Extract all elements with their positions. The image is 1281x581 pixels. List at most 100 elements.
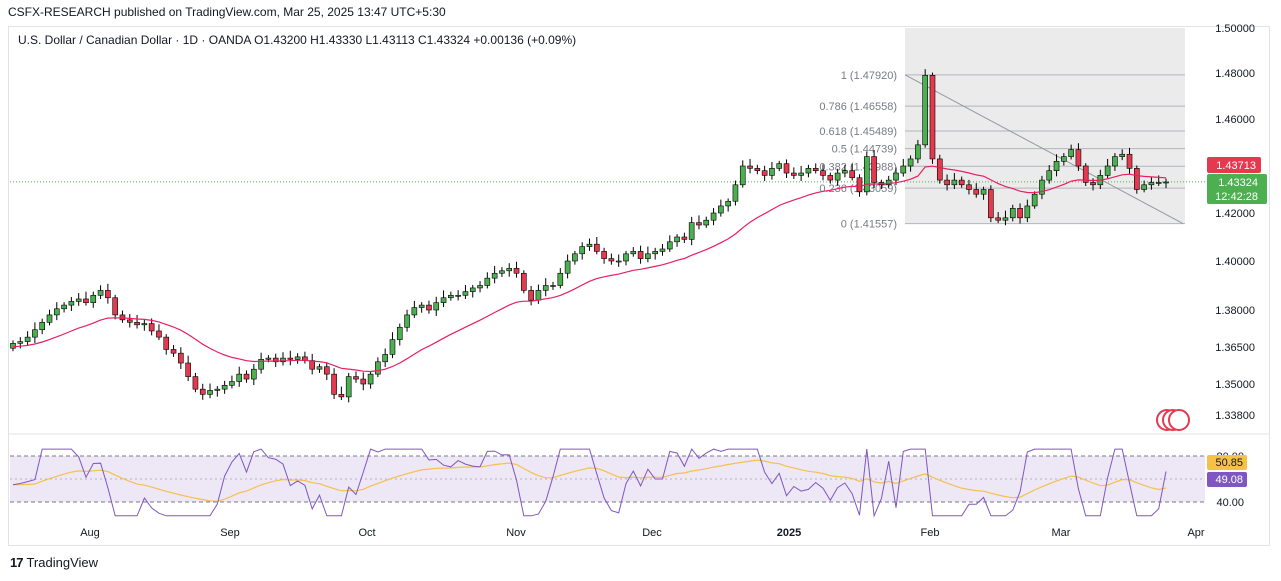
- candle-body: [791, 172, 797, 176]
- candle-body: [521, 272, 527, 291]
- time-axis-label: Aug: [80, 527, 100, 539]
- candle-body: [280, 357, 286, 363]
- candle-body: [418, 304, 425, 308]
- candle-body: [1002, 217, 1009, 221]
- candle-body: [141, 323, 148, 326]
- candle-body: [17, 341, 24, 344]
- candle-body: [871, 156, 877, 183]
- candle-body: [53, 308, 60, 316]
- candle-body: [1009, 208, 1016, 219]
- candle-body: [1134, 168, 1140, 190]
- candle-body: [1082, 165, 1089, 183]
- price-axis-label: 1.33800: [1215, 410, 1255, 422]
- fib-level-label: 0.618 (1.45489): [819, 126, 897, 138]
- candle-body: [922, 75, 928, 146]
- candle-body: [856, 177, 863, 193]
- candle-body: [331, 373, 337, 395]
- candle-body: [455, 294, 461, 297]
- rsi-value: 49.08: [1215, 474, 1243, 486]
- candle-body: [448, 294, 454, 299]
- trend-line: [904, 74, 1184, 225]
- candle-body: [1148, 182, 1155, 186]
- candle-body: [747, 165, 753, 169]
- candle-body: [1155, 182, 1162, 184]
- candle-body: [411, 307, 418, 316]
- candle-body: [739, 165, 746, 186]
- rsi-ma-tag: [1207, 455, 1247, 470]
- tradingview-logo-icon[interactable]: 17: [10, 555, 24, 570]
- candle-body: [214, 388, 221, 391]
- candle-body: [637, 251, 644, 259]
- candle-body: [944, 179, 950, 186]
- candle-body: [426, 304, 432, 311]
- publish-info: CSFX-RESEARCH published on TradingView.c…: [8, 5, 446, 19]
- time-axis-label: Dec: [642, 527, 662, 539]
- candle-body: [170, 349, 177, 354]
- candle-body: [1112, 156, 1118, 167]
- candle-body: [776, 163, 783, 169]
- candle-body: [1068, 149, 1074, 157]
- candle-body: [973, 189, 980, 195]
- candle-body: [75, 298, 82, 302]
- candle-body: [389, 339, 396, 355]
- candle-body: [68, 301, 75, 306]
- candle-body: [666, 241, 673, 250]
- candle-body: [24, 336, 31, 342]
- candle-body: [1090, 182, 1096, 186]
- candle-body: [834, 172, 841, 181]
- price-axis-label: 1.42000: [1215, 208, 1255, 220]
- candle-body: [375, 361, 381, 375]
- candle-body: [674, 236, 680, 243]
- candle-body: [309, 360, 315, 370]
- candle-body: [294, 356, 301, 360]
- price-axis-label: 1.48000: [1215, 68, 1255, 80]
- candle-body: [258, 359, 264, 370]
- candle-body: [820, 170, 826, 176]
- time-axis-label: Nov: [506, 527, 526, 539]
- candle-body: [39, 322, 45, 331]
- candle-body: [849, 170, 856, 179]
- candle-body: [440, 297, 447, 303]
- rsi-axis-label: 40.00: [1216, 497, 1244, 509]
- candle-body: [345, 376, 352, 398]
- candle-body: [842, 170, 848, 174]
- candle-body: [105, 290, 111, 299]
- fib-level-label: 0.786 (1.46558): [819, 101, 897, 113]
- candle-body: [484, 277, 491, 286]
- rsi-ma-value: 50.85: [1215, 457, 1243, 469]
- time-axis-label: Sep: [220, 527, 240, 539]
- candle-body: [951, 179, 958, 186]
- candle-body: [710, 212, 717, 221]
- brand-name[interactable]: TradingView: [26, 555, 99, 570]
- ma-price-tag: [1207, 157, 1261, 173]
- candle-body: [681, 236, 688, 240]
- candle-body: [513, 268, 520, 274]
- candle-body: [718, 205, 724, 214]
- time-axis-label: 2025: [777, 527, 801, 539]
- candle-body: [732, 184, 739, 202]
- candle-body: [579, 246, 586, 255]
- candle-body: [199, 388, 206, 395]
- price-axis-label: 1.46000: [1215, 114, 1255, 126]
- fib-level-label: 1 (1.47920): [841, 70, 897, 82]
- candle-body: [915, 144, 921, 160]
- candle-body: [134, 322, 140, 326]
- candle-body: [995, 217, 1001, 221]
- candle-body: [90, 294, 97, 303]
- candle-body: [360, 378, 367, 385]
- candle-body: [1039, 179, 1045, 195]
- candle-body: [338, 394, 345, 398]
- chart-frame: [8, 26, 1270, 546]
- rsi-line: [12, 448, 1167, 518]
- fib-level-label: 0 (1.41557): [841, 219, 897, 231]
- candle-body: [382, 354, 388, 363]
- candle-body: [433, 302, 440, 311]
- candle-body: [404, 314, 410, 328]
- time-axis-label: Oct: [358, 527, 375, 539]
- candle-body: [243, 373, 250, 380]
- price-countdown: 12:42:28: [1215, 191, 1258, 203]
- candle-body: [966, 184, 972, 190]
- fib-level-label: 0.5 (1.44739): [832, 144, 897, 156]
- candle-body: [236, 373, 243, 382]
